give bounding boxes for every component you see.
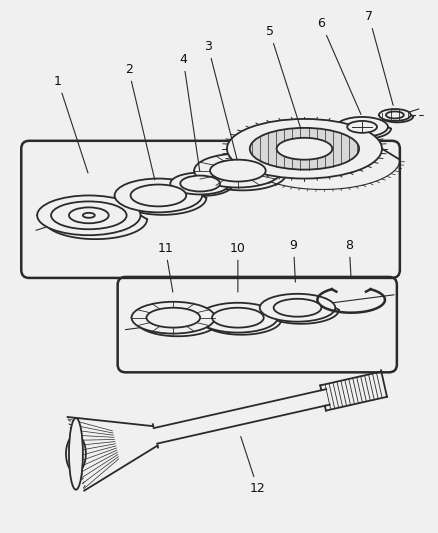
Text: 4: 4 [179, 53, 199, 171]
Ellipse shape [57, 204, 120, 227]
Ellipse shape [385, 111, 403, 118]
Text: 9: 9 [289, 239, 297, 282]
Ellipse shape [69, 207, 109, 223]
Ellipse shape [130, 184, 186, 206]
Text: 3: 3 [204, 40, 237, 160]
Ellipse shape [131, 302, 215, 334]
Ellipse shape [346, 121, 376, 133]
Ellipse shape [83, 213, 95, 218]
Ellipse shape [273, 299, 321, 317]
Ellipse shape [276, 138, 332, 160]
Ellipse shape [336, 117, 387, 137]
Ellipse shape [114, 179, 201, 212]
Ellipse shape [226, 119, 381, 179]
Text: 12: 12 [240, 437, 265, 495]
Text: 1: 1 [54, 75, 88, 173]
Text: 8: 8 [344, 239, 352, 277]
Ellipse shape [146, 308, 200, 328]
Text: 11: 11 [157, 241, 173, 292]
Ellipse shape [170, 173, 230, 195]
Ellipse shape [66, 435, 86, 473]
Ellipse shape [378, 109, 410, 121]
Ellipse shape [249, 128, 358, 169]
Text: 2: 2 [124, 63, 155, 180]
Ellipse shape [37, 196, 140, 235]
Ellipse shape [51, 201, 126, 229]
Text: 6: 6 [317, 17, 360, 115]
Text: 10: 10 [230, 241, 245, 292]
Ellipse shape [212, 308, 263, 328]
Ellipse shape [69, 418, 83, 490]
Ellipse shape [259, 294, 335, 321]
Ellipse shape [194, 154, 281, 188]
Text: 7: 7 [364, 10, 392, 106]
Ellipse shape [209, 160, 265, 182]
Ellipse shape [198, 303, 277, 333]
Ellipse shape [180, 175, 219, 191]
Text: 5: 5 [265, 25, 300, 128]
